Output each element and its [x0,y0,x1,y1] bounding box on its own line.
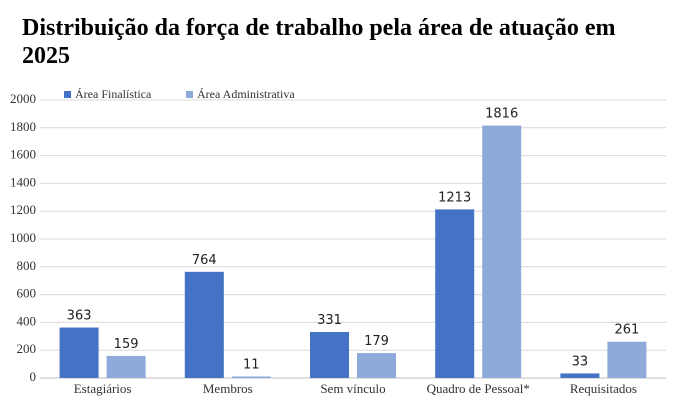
bar [106,355,146,378]
bar [435,209,475,378]
bar [231,376,271,378]
data-label: 179 [364,334,389,349]
bar [607,341,647,378]
y-tick-label: 600 [17,286,37,301]
bar [184,271,224,378]
y-tick-label: 2000 [10,91,36,106]
x-tick-label: Membros [203,381,253,396]
data-label: 764 [192,253,217,268]
x-tick-label: Sem vínculo [320,381,385,396]
data-label: 1816 [485,107,518,122]
data-label: 261 [614,323,639,338]
bar [482,125,522,379]
data-label: 331 [317,313,342,328]
y-tick-label: 1600 [10,147,36,162]
y-tick-label: 400 [17,313,37,328]
y-tick-label: 1200 [10,202,36,217]
data-label: 363 [67,309,92,324]
y-tick-label: 1400 [10,174,36,189]
x-tick-label: Estagiários [74,381,132,396]
legend-swatch [186,91,193,98]
bar [59,327,99,378]
y-tick-label: 0 [30,369,37,384]
y-tick-label: 1800 [10,119,36,134]
x-tick-label: Requisitados [570,381,637,396]
bar [560,373,600,378]
data-label: 33 [572,354,589,369]
bar [310,331,349,378]
data-label: 159 [114,337,139,352]
legend-label: Área Finalística [75,87,152,101]
y-tick-label: 800 [17,258,37,273]
bar [357,353,396,378]
y-tick-label: 1000 [10,230,36,245]
data-label: 1213 [438,190,471,205]
legend-label: Área Administrativa [197,87,295,101]
legend-swatch [64,91,71,98]
chart-title: Distribuição da força de trabalho pela á… [22,15,616,69]
y-tick-label: 200 [17,341,37,356]
data-label: 11 [243,357,260,372]
x-tick-label: Quadro de Pessoal* [427,381,530,396]
